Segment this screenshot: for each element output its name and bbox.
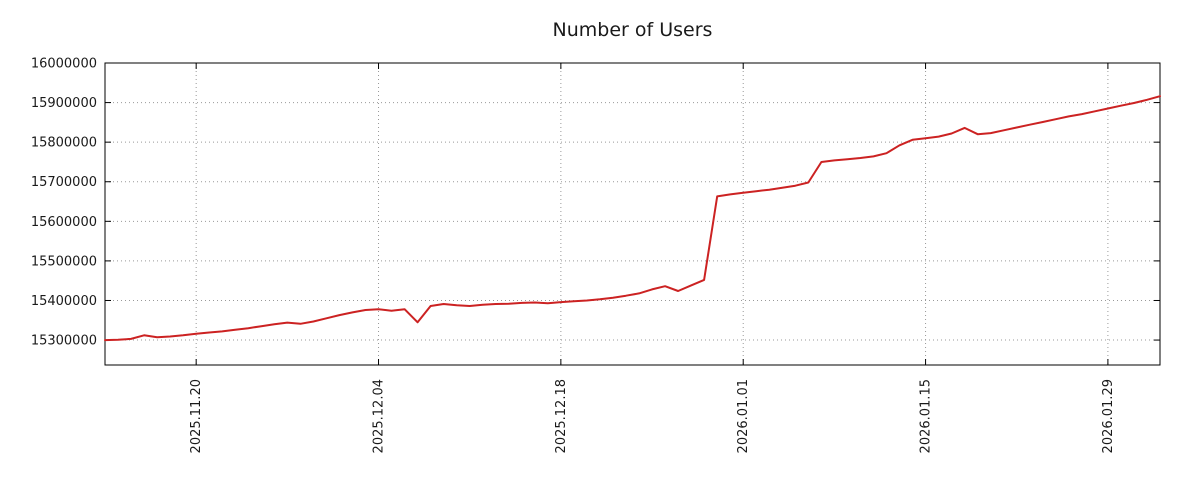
chart-title: Number of Users xyxy=(552,19,713,41)
y-tick-label: 15600000 xyxy=(31,215,97,230)
y-tick-label: 15900000 xyxy=(31,96,97,111)
y-tick-label: 16000000 xyxy=(31,57,97,72)
plot-border xyxy=(104,62,1161,366)
x-tick-label: 2026.01.15 xyxy=(919,379,934,453)
x-tick-label: 2025.12.18 xyxy=(554,379,569,453)
x-tick-label: 2026.01.01 xyxy=(736,379,751,453)
y-tick-label: 15800000 xyxy=(31,136,97,151)
x-tick-label: 2026.01.29 xyxy=(1101,379,1116,453)
y-tick-label: 15500000 xyxy=(31,254,97,269)
x-tick-label: 2025.11.20 xyxy=(189,379,204,453)
x-tick-label: 2025.12.04 xyxy=(372,379,387,453)
y-tick-label: 15400000 xyxy=(31,294,97,309)
y-tick-label: 15300000 xyxy=(31,334,97,349)
y-tick-label: 15700000 xyxy=(31,175,97,190)
users-series-line xyxy=(104,95,1161,342)
